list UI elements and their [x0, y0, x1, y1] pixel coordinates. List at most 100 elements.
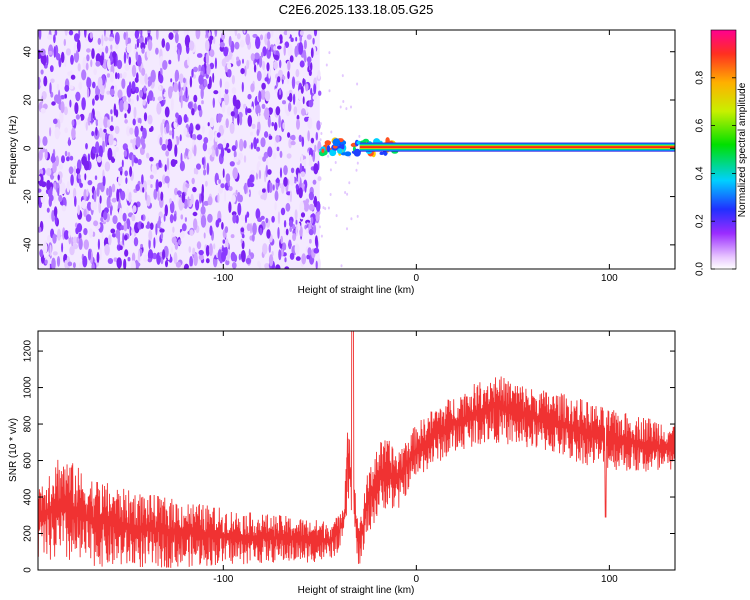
heatmap-noise-cell	[258, 90, 262, 103]
heatmap-noise-cell	[79, 182, 83, 188]
heatmap-noise-cell	[120, 190, 126, 201]
heatmap-noise-cell	[102, 58, 108, 70]
heatmap-noise-cell	[90, 200, 96, 211]
heatmap-noise-cell	[222, 239, 226, 244]
heatmap-noise-cell	[148, 90, 154, 101]
heatmap-noise-cell	[159, 136, 163, 146]
heatmap-noise-cell	[42, 242, 48, 254]
heatmap-noise-cell	[289, 135, 296, 140]
heatmap-noise-cell	[290, 37, 294, 43]
heatmap-noise-cell	[234, 30, 238, 37]
heatmap-noise-cell	[310, 47, 314, 59]
heatmap-noise-cell	[316, 120, 321, 131]
heatmap-noise-cell	[196, 241, 202, 250]
heatmap-noise-cell	[59, 110, 64, 124]
heatmap-noise-cell	[139, 74, 145, 86]
heatmap-noise-cell	[170, 97, 174, 111]
heatmap-noise-cell	[253, 137, 257, 150]
heatmap-noise-cell	[71, 119, 75, 127]
heatmap-noise-cell	[255, 172, 259, 180]
heatmap-noise-cell	[300, 86, 304, 94]
heatmap-noise-cell	[304, 185, 307, 193]
heatmap-noise-cell	[149, 156, 154, 162]
heatmap-noise-cell	[228, 201, 232, 213]
heatmap-noise-cell	[277, 211, 281, 224]
heatmap-noise-cell	[132, 205, 137, 213]
heatmap-noise-cell	[137, 117, 142, 125]
heatmap-signal-blob	[379, 151, 384, 155]
heatmap-noise-cell	[125, 177, 128, 185]
heatmap-noise-cell	[214, 57, 217, 70]
heatmap-noise-cell	[85, 121, 88, 131]
heatmap-noise-cell	[271, 215, 275, 223]
heatmap-noise-cell	[313, 163, 319, 175]
heatmap-noise-cell	[63, 230, 69, 240]
heatmap-noise-cell	[209, 225, 213, 236]
heatmap-noise-cell	[124, 170, 128, 177]
heatmap-noise-cell	[252, 222, 257, 236]
heatmap-noise-cell	[217, 249, 223, 262]
heatmap-noise-cell	[251, 123, 256, 129]
heatmap-noise-cell	[204, 222, 210, 233]
heatmap-noise-cell	[207, 213, 213, 223]
snr-series-trace	[38, 331, 675, 568]
heatmap-noise-cell	[199, 84, 203, 90]
heatmap-noise-cell	[295, 224, 298, 237]
heatmap-noise-cell	[131, 214, 136, 222]
heatmap-noise-cell	[135, 136, 141, 148]
heatmap-signal-blob	[341, 143, 345, 150]
heatmap-noise-cell	[67, 261, 73, 267]
heatmap-noise-cell	[155, 30, 159, 40]
heatmap-noise-cell	[264, 77, 269, 82]
heatmap-noise-cell	[173, 213, 177, 222]
heatmap-noise-cell	[130, 260, 136, 269]
heatmap-noise-cell	[142, 99, 146, 106]
heatmap-noise-cell	[315, 212, 320, 222]
heatmap-noise-cell	[180, 95, 183, 109]
heatmap-noise-cell	[87, 153, 91, 162]
heatmap-x-tick-label: -100	[213, 273, 233, 284]
heatmap-noise-cell	[283, 45, 286, 56]
heatmap-noise-cell	[123, 51, 127, 64]
heatmap-noise-cell	[260, 88, 266, 100]
colorbar-ticks: 0.0 0.2 0.4 0.6 0.8	[695, 70, 736, 276]
heatmap-noise-cell	[209, 49, 215, 58]
heatmap-noise-cell	[219, 78, 222, 88]
heatmap-noise-cell	[131, 154, 134, 167]
heatmap-noise-cell	[173, 82, 179, 93]
heatmap-noise-cell	[289, 252, 295, 260]
heatmap-noise-cell	[38, 188, 42, 193]
heatmap-noise-cell	[86, 188, 89, 197]
heatmap-noise-cell	[43, 75, 48, 87]
heatmap-noise-cell	[327, 206, 330, 210]
heatmap-noise-cell	[274, 88, 278, 94]
heatmap-noise-cell	[259, 34, 264, 41]
heatmap-noise-cell	[113, 257, 118, 262]
heatmap-noise-cell	[208, 128, 214, 141]
colorbar-gradient	[710, 29, 737, 270]
snr-y-tick-label: 400	[23, 488, 34, 505]
heatmap-noise-cell	[241, 250, 246, 263]
heatmap-noise-cell	[82, 255, 88, 268]
heatmap-noise-cell	[115, 109, 119, 118]
heatmap-noise-cell	[302, 78, 305, 87]
heatmap-noise-cell	[72, 262, 76, 269]
heatmap-noise-cell	[342, 100, 345, 103]
heatmap-noise-cell	[159, 228, 165, 233]
heatmap-noise-cell	[278, 69, 283, 78]
heatmap-noise-cell	[161, 143, 167, 151]
heatmap-noise-cell	[52, 251, 58, 256]
heatmap-noise-cell	[47, 188, 53, 198]
heatmap-noise-cell	[236, 33, 241, 40]
heatmap-noise-cell	[241, 81, 244, 93]
heatmap-noise-cell	[99, 195, 102, 204]
heatmap-noise-cell	[207, 196, 213, 206]
heatmap-noise-cell	[213, 36, 216, 45]
heatmap-noise-cell	[155, 179, 159, 192]
heatmap-noise-cell	[57, 174, 60, 181]
heatmap-noise-cell	[108, 134, 114, 146]
heatmap-noise-cell	[205, 245, 210, 257]
snr-x-tick-label: -100	[213, 574, 233, 585]
heatmap-noise-cell	[82, 56, 87, 70]
heatmap-noise-cell	[142, 127, 147, 140]
